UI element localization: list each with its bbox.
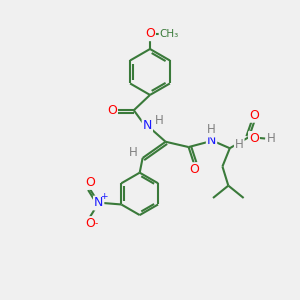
Text: H: H bbox=[235, 138, 244, 151]
Text: O: O bbox=[85, 176, 95, 189]
Text: N: N bbox=[143, 119, 152, 132]
Text: O: O bbox=[249, 132, 259, 145]
Text: CH₃: CH₃ bbox=[160, 29, 179, 39]
Text: N: N bbox=[207, 134, 216, 147]
Text: H: H bbox=[129, 146, 138, 159]
Text: N: N bbox=[94, 196, 103, 209]
Text: H: H bbox=[267, 132, 276, 145]
Text: O: O bbox=[249, 109, 259, 122]
Text: O: O bbox=[107, 104, 117, 117]
Text: O: O bbox=[85, 217, 95, 230]
Text: H: H bbox=[155, 114, 164, 127]
Text: -: - bbox=[95, 219, 98, 228]
Text: +: + bbox=[100, 192, 108, 201]
Text: H: H bbox=[207, 124, 216, 136]
Text: O: O bbox=[189, 163, 199, 176]
Text: O: O bbox=[145, 27, 155, 40]
